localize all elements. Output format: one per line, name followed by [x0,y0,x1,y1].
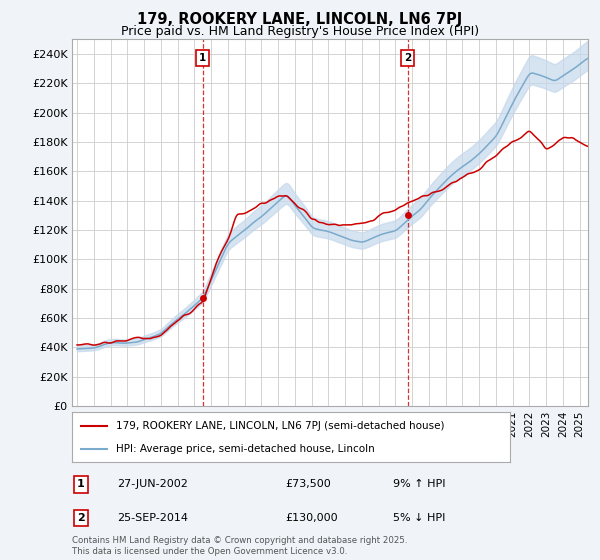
Text: HPI: Average price, semi-detached house, Lincoln: HPI: Average price, semi-detached house,… [116,445,374,454]
Text: £73,500: £73,500 [285,479,331,489]
Text: Price paid vs. HM Land Registry's House Price Index (HPI): Price paid vs. HM Land Registry's House … [121,25,479,38]
Text: 1: 1 [77,479,85,489]
Text: 9% ↑ HPI: 9% ↑ HPI [393,479,445,489]
Text: £130,000: £130,000 [285,513,338,523]
Text: 2: 2 [77,513,85,523]
Text: 1: 1 [199,53,206,63]
Text: Contains HM Land Registry data © Crown copyright and database right 2025.
This d: Contains HM Land Registry data © Crown c… [72,536,407,556]
Text: 5% ↓ HPI: 5% ↓ HPI [393,513,445,523]
Text: 179, ROOKERY LANE, LINCOLN, LN6 7PJ (semi-detached house): 179, ROOKERY LANE, LINCOLN, LN6 7PJ (sem… [116,421,444,431]
Text: 2: 2 [404,53,412,63]
Text: 25-SEP-2014: 25-SEP-2014 [117,513,188,523]
Text: 179, ROOKERY LANE, LINCOLN, LN6 7PJ: 179, ROOKERY LANE, LINCOLN, LN6 7PJ [137,12,463,27]
Text: 27-JUN-2002: 27-JUN-2002 [117,479,188,489]
